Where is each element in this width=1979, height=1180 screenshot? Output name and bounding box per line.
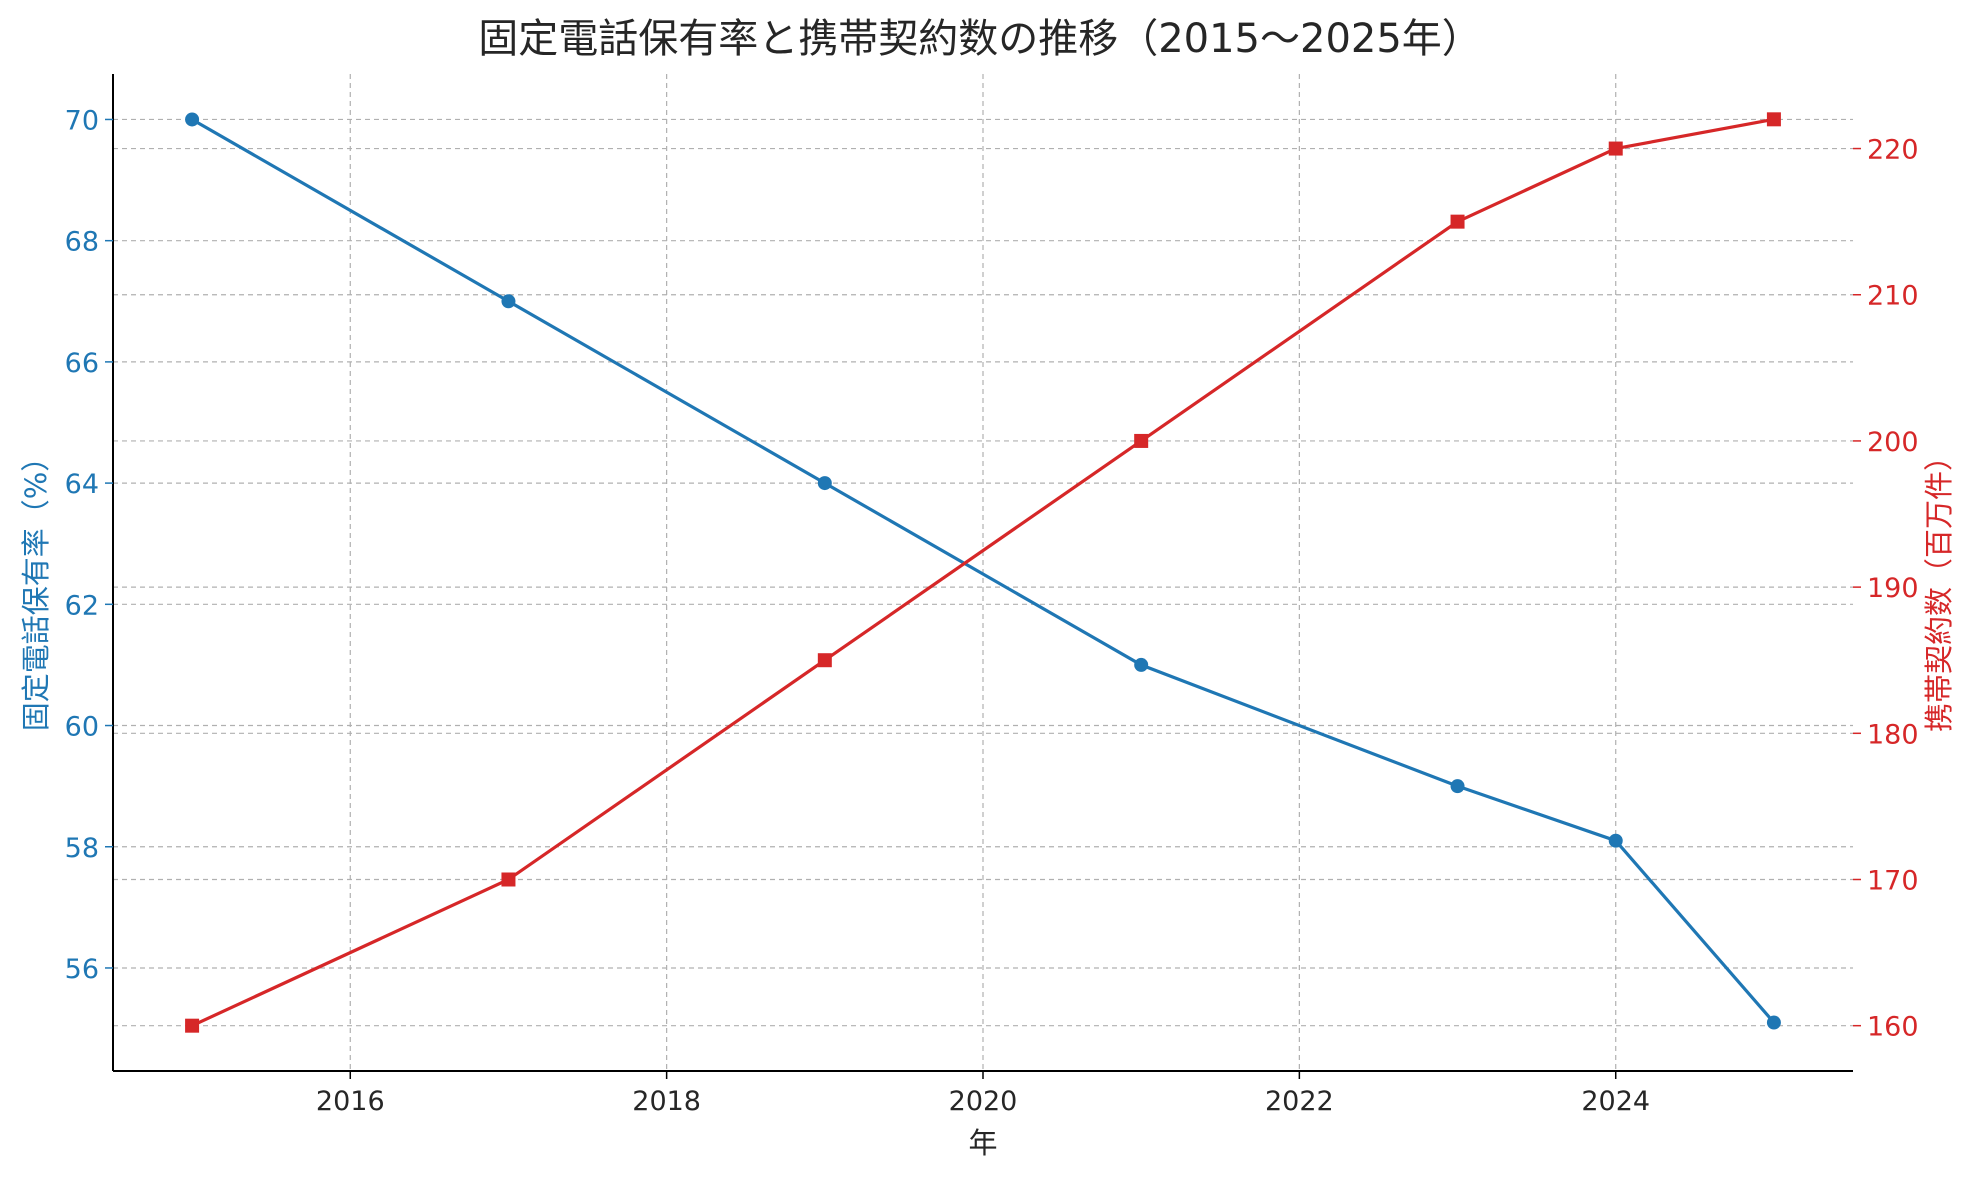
left-y-tick-label: 58 [65,833,99,864]
data-point-right [1450,214,1465,229]
data-point-left [1608,833,1623,848]
right-y-tick-label: 180 [1867,719,1919,750]
left-y-tick-label: 62 [65,590,99,621]
left-y-tick-label: 64 [65,469,99,500]
x-tick-label: 2016 [316,1086,385,1117]
right-axis-ticks: 160 170 180 190 200 210 220 [1853,135,1919,1043]
x-tick-label: 2022 [1265,1086,1334,1117]
right-y-tick-label: 170 [1867,865,1919,896]
right-y-gridlines [113,147,1853,1027]
data-point-left [185,112,200,127]
x-tick-label: 2018 [632,1086,701,1117]
left-y-tick-label: 60 [65,712,99,743]
data-point-left [1134,657,1149,672]
data-point-right [1766,112,1781,127]
left-y-tick-label: 70 [65,105,99,136]
data-point-left [1450,779,1465,794]
right-y-axis-label: 携帯契約数（百万件） [1922,442,1956,732]
data-point-right [817,653,832,668]
right-y-tick-label: 210 [1867,281,1919,312]
data-point-left [501,294,516,309]
right-y-tick-label: 190 [1867,573,1919,604]
data-point-right [1134,433,1149,448]
data-point-right [501,872,516,887]
data-point-left [1766,1015,1781,1030]
series-markers [185,112,1781,1033]
right-y-tick-label: 220 [1867,135,1919,166]
x-axis-label: 年 [968,1126,997,1160]
x-axis-ticks: 2016 2018 2020 2022 2024 [316,1071,1650,1117]
x-tick-label: 2020 [949,1086,1018,1117]
left-y-tick-label: 68 [65,227,99,258]
data-point-right [1608,141,1623,156]
x-tick-label: 2024 [1581,1086,1650,1117]
chart-title: 固定電話保有率と携帯契約数の推移（2015〜2025年） [478,16,1482,62]
left-axis-ticks: 56 58 60 62 64 66 68 70 [65,105,113,985]
left-y-tick-label: 66 [65,348,99,379]
data-point-left [817,476,832,491]
data-point-right [185,1018,200,1033]
left-y-axis-label: 固定電話保有率（%） [19,443,53,732]
right-y-tick-label: 160 [1867,1012,1919,1043]
right-y-tick-label: 200 [1867,427,1919,458]
left-y-tick-label: 56 [65,954,99,985]
